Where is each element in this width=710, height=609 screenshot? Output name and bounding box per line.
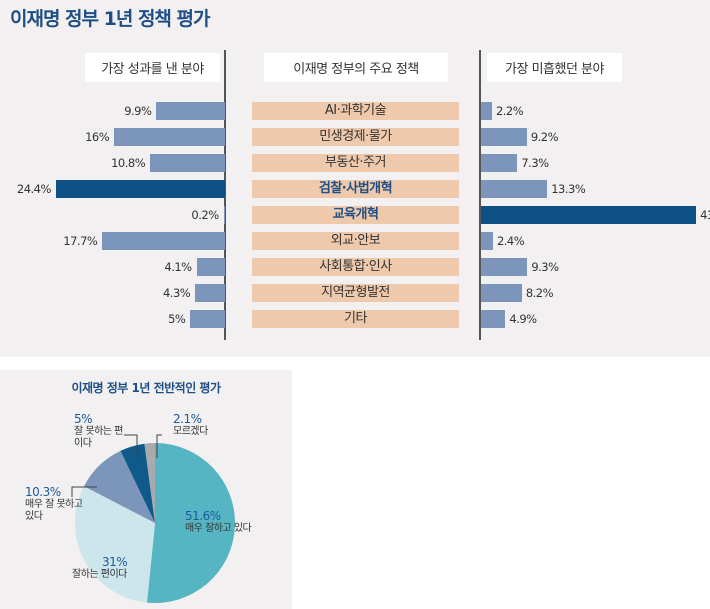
right-bar (481, 180, 548, 198)
category-label: 기타 (252, 310, 459, 328)
left-bar (55, 180, 225, 198)
pie-slice (120, 443, 155, 523)
category-label: 외교·안보 (252, 232, 459, 250)
left-value-label: 17.7% (63, 234, 98, 248)
right-value-label: 7.3% (521, 156, 549, 170)
right-bar (481, 232, 493, 250)
leader-line (71, 486, 97, 497)
right-bar (481, 206, 697, 224)
pie-slice (146, 443, 235, 603)
left-value-label: 10.8% (111, 156, 146, 170)
pie-label-bad: 5% 잘 못하는 편이다 (74, 412, 123, 449)
left-value-label: 5% (168, 312, 186, 326)
right-value-label: 9.3% (531, 260, 559, 274)
category-label: 부동산·주거 (252, 154, 459, 172)
left-value-label: 0.2% (191, 208, 219, 222)
pie-label-dont-know: 2.1% 모르겠다 (173, 412, 208, 437)
pie-slice (74, 486, 155, 603)
leader-line (156, 434, 162, 458)
header-left: 가장 성과를 낸 분야 (85, 53, 220, 82)
right-value-label: 4.9% (509, 312, 537, 326)
right-bar (481, 154, 518, 172)
right-bar (481, 284, 522, 302)
right-bar (481, 128, 527, 146)
left-value-label: 24.4% (16, 182, 52, 196)
left-bar (195, 284, 225, 302)
left-bar (190, 310, 225, 328)
pie-slice (83, 450, 155, 523)
right-bar (481, 310, 506, 328)
left-bar (114, 128, 225, 146)
right-axis-line (479, 50, 481, 340)
left-bar (156, 102, 225, 120)
right-value-label: 2.4% (496, 234, 525, 248)
right-bar (481, 102, 492, 120)
right-value-label: 43.2% (700, 208, 710, 222)
left-value-label: 16% (85, 130, 110, 144)
pie-chart (71, 434, 235, 603)
header-right: 가장 미흡했던 분야 (487, 53, 622, 82)
left-bar (102, 232, 225, 250)
left-bar (150, 154, 225, 172)
header-center: 이재명 정부의 주요 정책 (264, 53, 448, 82)
left-value-label: 4.3% (162, 286, 191, 300)
category-label: 교육개혁 (252, 206, 459, 224)
left-bar (196, 258, 225, 276)
left-bar (223, 206, 225, 224)
pie-label-good: 31% 잘하는 편이다 (72, 555, 128, 580)
pie-label-very-bad: 10.3% 매우 잘 못하고 있다 (25, 485, 83, 522)
category-label: 지역균형발전 (252, 284, 459, 302)
pie-label-very-good: 51.6% 매우 잘하고 있다 (185, 509, 252, 534)
leader-line (124, 434, 138, 458)
right-value-label: 8.2% (525, 286, 554, 300)
category-label: 사회통합·인사 (252, 258, 459, 276)
category-label: AI·과학기술 (252, 102, 459, 120)
left-value-label: 4.1% (164, 260, 192, 274)
right-value-label: 2.2% (495, 104, 524, 118)
pie-slice (144, 443, 155, 523)
left-value-label: 9.9% (124, 104, 152, 118)
page-title: 이재명 정부 1년 정책 평가 (10, 8, 210, 30)
pie-title: 이재명 정부 1년 전반적인 평가 (71, 381, 221, 395)
right-bar (481, 258, 528, 276)
category-label: 민생경제·물가 (252, 128, 459, 146)
right-value-label: 13.3% (551, 182, 586, 196)
category-label: 검찰·사법개혁 (252, 180, 459, 198)
pie-chart-panel: 이재명 정부 1년 전반적인 평가 51.6% 매우 잘하고 있다 31% 잘하는 … (0, 370, 292, 609)
right-value-label: 9.2% (530, 130, 559, 144)
